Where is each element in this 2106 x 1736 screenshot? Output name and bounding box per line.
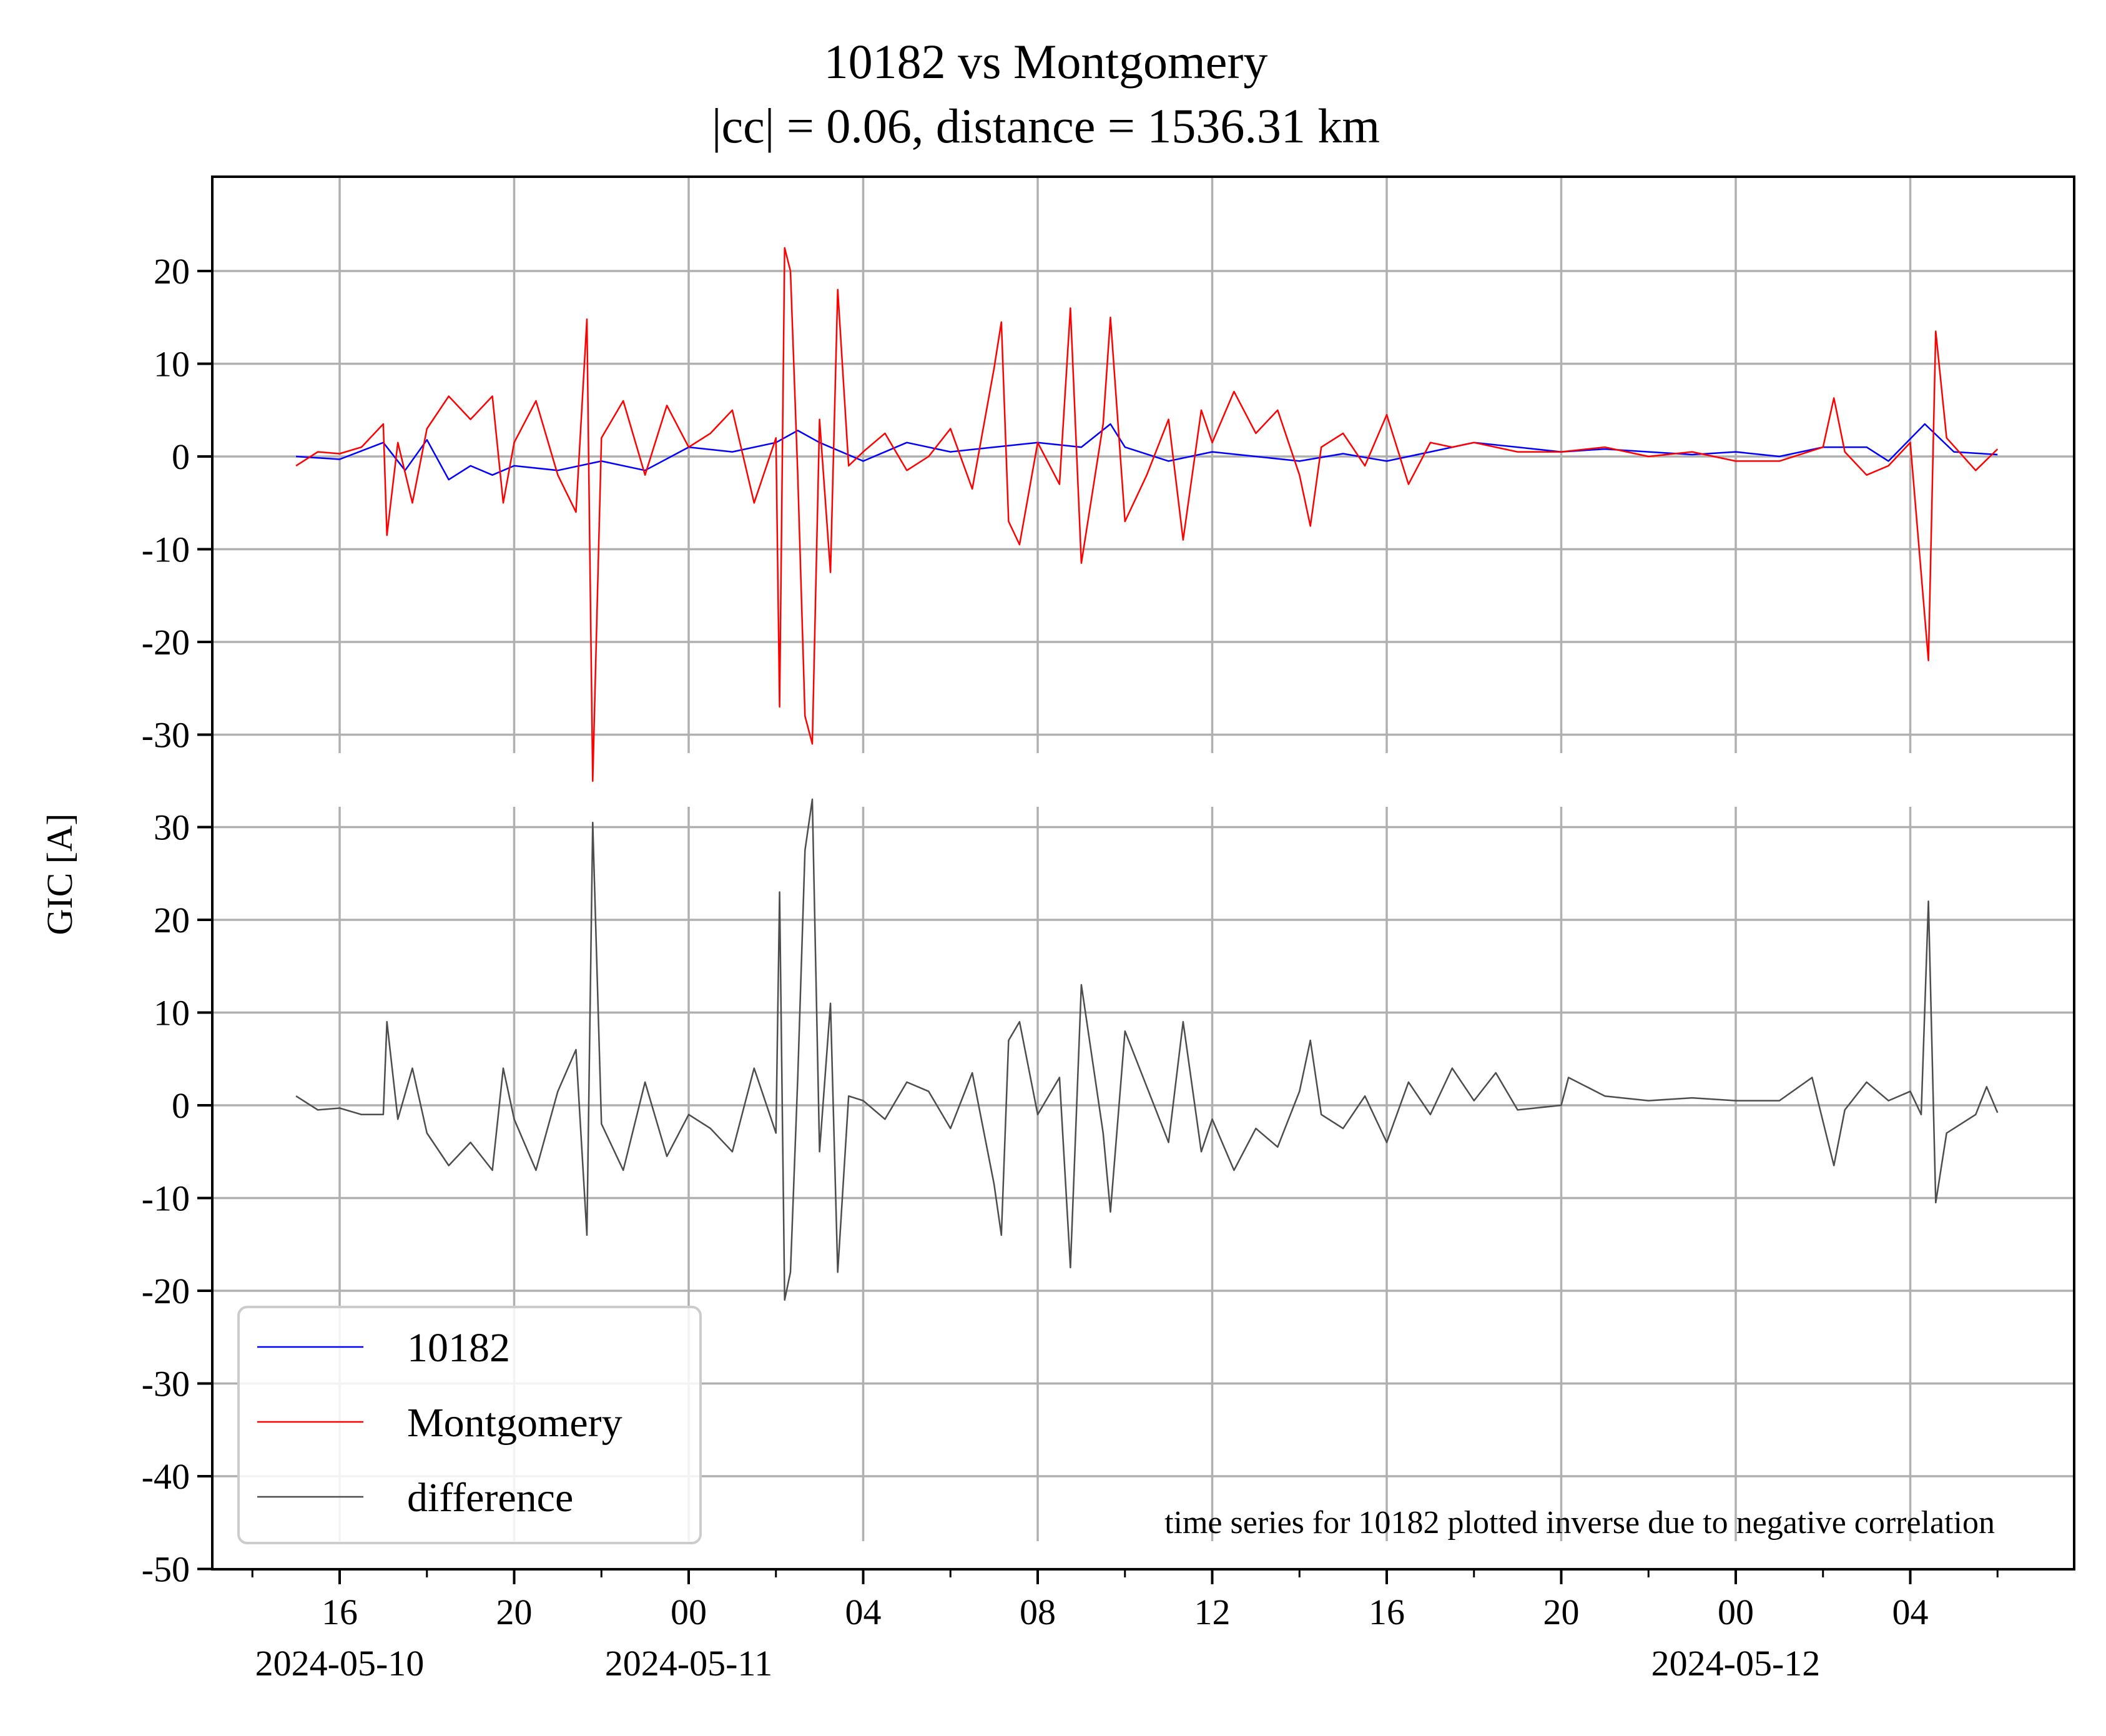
- y-tick-label-bottom-1: 20: [154, 900, 190, 940]
- y-tick-label-bottom-2: 10: [154, 993, 190, 1033]
- x-tick-label-0: 16: [322, 1592, 358, 1632]
- x-tick-label-2: 00: [671, 1592, 707, 1632]
- y-axis-ticks: 20 10 0 -10 -20 -30 30 20 10 0 -10 -20 -30 -40 -50: [142, 251, 212, 1590]
- y-tick-label-top-0: 20: [154, 251, 190, 292]
- y-tick-label-bottom-5: -20: [142, 1271, 190, 1311]
- chart-title: 10182 vs Montgomery: [824, 34, 1268, 89]
- x-tick-label-5: 12: [1194, 1592, 1231, 1632]
- y-tick-label-bottom-6: -30: [142, 1364, 190, 1404]
- y-tick-label-bottom-7: -40: [142, 1456, 190, 1497]
- x-tick-label-7: 20: [1543, 1592, 1580, 1632]
- inverse-note: time series for 10182 plotted inverse du…: [1164, 1505, 1995, 1541]
- legend: 10182 Montgomery difference: [237, 1306, 702, 1544]
- y-tick-label-top-1: 10: [154, 344, 190, 385]
- x-date-label-8: 2024-05-12: [1651, 1643, 1821, 1684]
- legend-label-montgomery: Montgomery: [407, 1400, 622, 1446]
- y-tick-label-bottom-3: 0: [172, 1085, 190, 1126]
- legend-label-10182: 10182: [407, 1325, 510, 1371]
- series-line-montgomery: [295, 247, 1999, 782]
- chart-subtitle: |cc| = 0.06, distance = 1536.31 km: [712, 99, 1380, 153]
- x-date-label-2: 2024-05-11: [605, 1643, 772, 1684]
- x-axis-ticks: 16 2024-05-10 20 00 2024-05-11 04 08 12 16 20 00 20…: [251, 1569, 1999, 1684]
- x-tick-label-6: 16: [1369, 1592, 1405, 1632]
- x-tick-label-8: 00: [1718, 1592, 1754, 1632]
- series-line-10182: [296, 423, 1998, 481]
- y-tick-label-bottom-8: -50: [142, 1549, 190, 1590]
- x-tick-label-1: 20: [496, 1592, 533, 1632]
- x-tick-label-9: 04: [1892, 1592, 1929, 1632]
- y-axis-label: GIC [A]: [39, 814, 80, 935]
- series-lines: [295, 247, 1999, 1301]
- x-tick-label-4: 08: [1020, 1592, 1056, 1632]
- y-tick-label-top-3: -10: [142, 530, 190, 570]
- grid-lines: [212, 177, 2074, 1571]
- legend-label-difference: difference: [407, 1475, 573, 1521]
- legend-box: [237, 1306, 702, 1544]
- y-tick-label-top-5: -30: [142, 715, 190, 756]
- y-tick-label-bottom-0: 30: [154, 807, 190, 848]
- y-tick-label-top-4: -20: [142, 622, 190, 663]
- x-date-label-0: 2024-05-10: [255, 1643, 425, 1684]
- series-line-difference: [295, 798, 1999, 1301]
- y-tick-label-top-2: 0: [172, 436, 190, 477]
- x-tick-label-3: 04: [845, 1592, 882, 1632]
- y-tick-label-bottom-4: -10: [142, 1178, 190, 1219]
- plot-frame: [211, 175, 2075, 1571]
